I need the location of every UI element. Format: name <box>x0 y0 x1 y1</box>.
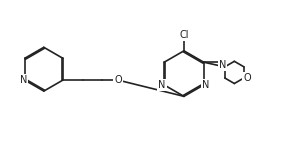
Text: O: O <box>114 75 122 85</box>
Text: N: N <box>20 75 27 85</box>
Text: N: N <box>202 80 210 90</box>
Text: N: N <box>158 80 166 90</box>
Text: N: N <box>219 60 226 70</box>
Text: Cl: Cl <box>179 30 189 40</box>
Text: O: O <box>243 73 251 83</box>
